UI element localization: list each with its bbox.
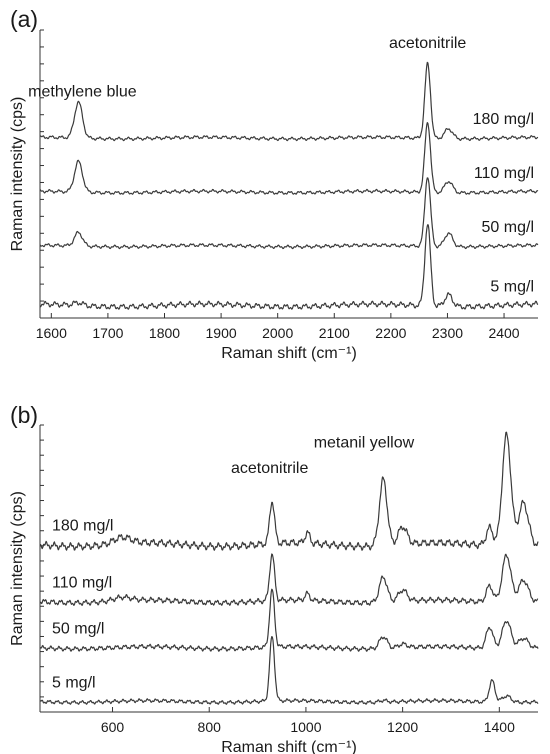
series-label: 110 mg/l — [474, 165, 534, 182]
peak-annotation: acetonitrile — [231, 460, 308, 477]
spectrum-line — [39, 122, 539, 195]
spectrum-line — [39, 61, 539, 142]
y-axis-title: Raman intensity (cps) — [9, 491, 26, 646]
x-axis-title: Raman shift (cm⁻¹) — [221, 739, 357, 754]
series-label: 50 mg/l — [52, 621, 104, 638]
x-tick-label: 2400 — [488, 325, 519, 341]
series-label: 180 mg/l — [473, 111, 534, 128]
panel-b: (b) 600 800 1000 1200 1400 Raman shift (cm⁻¹) R… — [9, 402, 539, 754]
x-tick-label: 1600 — [36, 325, 67, 341]
x-tick-label: 2200 — [375, 325, 406, 341]
x-tick-label: 1400 — [484, 719, 515, 735]
panel-label: (a) — [10, 6, 38, 32]
spectrum-line — [39, 588, 539, 652]
x-tick-label: 2300 — [432, 325, 463, 341]
x-tick-label: 2000 — [262, 325, 293, 341]
x-axis-title: Raman shift (cm⁻¹) — [221, 345, 357, 362]
series-label: 50 mg/l — [482, 219, 534, 236]
panel-a: (a) 1600 1700 1800 1900 2000 2100 2200 2300 2400 R… — [9, 6, 539, 362]
x-tick-label: 1800 — [149, 325, 180, 341]
series-label: 5 mg/l — [490, 278, 534, 295]
spectrum-line — [39, 224, 539, 310]
x-tick-label: 1700 — [92, 325, 123, 341]
peak-annotation: methylene blue — [28, 84, 137, 101]
x-tick-label: 1000 — [290, 719, 321, 735]
peak-annotation: metanil yellow — [314, 434, 415, 451]
y-axis-title: Raman intensity (cps) — [9, 97, 26, 252]
peak-annotation: acetonitrile — [389, 35, 466, 52]
x-tick-label: 800 — [198, 719, 222, 735]
panel-label: (b) — [10, 402, 38, 428]
series-label: 5 mg/l — [52, 675, 96, 692]
series-label: 110 mg/l — [52, 574, 112, 591]
spectrum-line — [39, 431, 539, 551]
series-label: 180 mg/l — [52, 518, 113, 535]
spectrum-line — [39, 177, 539, 250]
x-tick-label: 1900 — [206, 325, 237, 341]
x-tick-label: 2100 — [319, 325, 350, 341]
spectrum-line — [39, 636, 539, 705]
spectrum-line — [39, 553, 539, 606]
x-tick-label: 1200 — [387, 719, 418, 735]
x-tick-label: 600 — [101, 719, 125, 735]
